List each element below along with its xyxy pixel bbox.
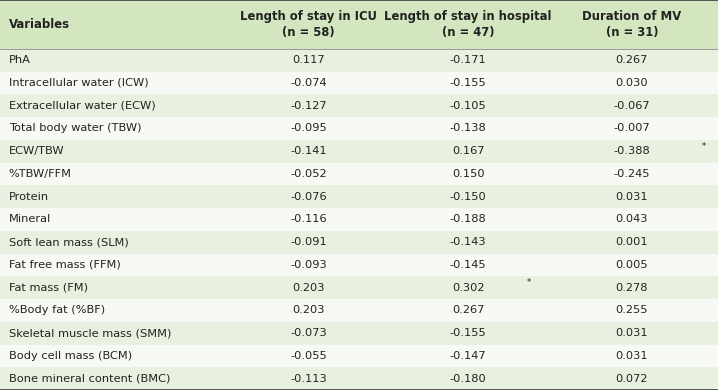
Text: -0.116: -0.116: [290, 215, 327, 224]
Text: Skeletal muscle mass (SMM): Skeletal muscle mass (SMM): [9, 328, 171, 338]
Bar: [0, 49, 718, 71]
Text: Total body water (TBW): Total body water (TBW): [9, 123, 141, 133]
Text: *: *: [527, 278, 531, 287]
Text: Variables: Variables: [9, 18, 70, 31]
Text: -0.076: -0.076: [290, 191, 327, 202]
Text: -0.138: -0.138: [449, 123, 487, 133]
Bar: [0, 322, 718, 344]
Text: Duration of MV
(n = 31): Duration of MV (n = 31): [582, 10, 681, 39]
Text: 0.203: 0.203: [292, 283, 325, 292]
Bar: [0, 254, 718, 276]
Text: Fat mass (FM): Fat mass (FM): [9, 283, 88, 292]
Bar: [0, 94, 718, 117]
Text: 0.030: 0.030: [615, 78, 648, 88]
Bar: [0, 117, 718, 140]
Bar: [0, 140, 718, 163]
Text: Length of stay in ICU
(n = 58): Length of stay in ICU (n = 58): [241, 10, 377, 39]
Text: -0.143: -0.143: [449, 237, 487, 247]
Text: Body cell mass (BCM): Body cell mass (BCM): [9, 351, 131, 361]
Text: Intracellular water (ICW): Intracellular water (ICW): [9, 78, 148, 88]
Bar: [0, 0, 718, 49]
Text: %TBW/FFM: %TBW/FFM: [9, 169, 72, 179]
Text: 0.255: 0.255: [615, 305, 648, 316]
Bar: [0, 208, 718, 231]
Text: Mineral: Mineral: [9, 215, 51, 224]
Bar: [0, 299, 718, 322]
Text: -0.095: -0.095: [290, 123, 327, 133]
Text: Extracellular water (ECW): Extracellular water (ECW): [9, 101, 155, 111]
Text: 0.267: 0.267: [615, 55, 648, 65]
Text: -0.188: -0.188: [449, 215, 487, 224]
Text: -0.055: -0.055: [290, 351, 327, 361]
Text: -0.388: -0.388: [613, 146, 651, 156]
Text: 0.267: 0.267: [452, 305, 485, 316]
Text: -0.067: -0.067: [613, 101, 651, 111]
Bar: [0, 71, 718, 94]
Bar: [0, 344, 718, 367]
Text: ECW/TBW: ECW/TBW: [9, 146, 64, 156]
Text: Length of stay in hospital
(n = 47): Length of stay in hospital (n = 47): [384, 10, 552, 39]
Text: Bone mineral content (BMC): Bone mineral content (BMC): [9, 374, 170, 384]
Text: 0.203: 0.203: [292, 305, 325, 316]
Text: -0.127: -0.127: [290, 101, 327, 111]
Text: -0.141: -0.141: [290, 146, 327, 156]
Text: -0.245: -0.245: [614, 169, 650, 179]
Text: -0.155: -0.155: [449, 78, 487, 88]
Text: 0.150: 0.150: [452, 169, 485, 179]
Bar: [0, 185, 718, 208]
Text: 0.302: 0.302: [452, 283, 485, 292]
Text: 0.167: 0.167: [452, 146, 485, 156]
Text: 0.278: 0.278: [615, 283, 648, 292]
Text: -0.171: -0.171: [449, 55, 487, 65]
Text: -0.052: -0.052: [290, 169, 327, 179]
Text: -0.150: -0.150: [449, 191, 487, 202]
Text: -0.145: -0.145: [449, 260, 487, 270]
Text: 0.001: 0.001: [615, 237, 648, 247]
Text: 0.005: 0.005: [615, 260, 648, 270]
Text: 0.117: 0.117: [292, 55, 325, 65]
Text: 0.072: 0.072: [615, 374, 648, 384]
Text: 0.031: 0.031: [615, 328, 648, 338]
Text: PhA: PhA: [9, 55, 30, 65]
Text: -0.105: -0.105: [449, 101, 487, 111]
Text: -0.073: -0.073: [290, 328, 327, 338]
Text: -0.091: -0.091: [290, 237, 327, 247]
Bar: [0, 163, 718, 185]
Text: *: *: [701, 142, 706, 151]
Text: -0.147: -0.147: [449, 351, 487, 361]
Bar: [0, 367, 718, 390]
Text: -0.180: -0.180: [449, 374, 487, 384]
Text: -0.113: -0.113: [290, 374, 327, 384]
Text: %Body fat (%BF): %Body fat (%BF): [9, 305, 105, 316]
Bar: [0, 276, 718, 299]
Text: Soft lean mass (SLM): Soft lean mass (SLM): [9, 237, 129, 247]
Text: Protein: Protein: [9, 191, 49, 202]
Text: -0.093: -0.093: [290, 260, 327, 270]
Text: -0.074: -0.074: [290, 78, 327, 88]
Text: 0.043: 0.043: [615, 215, 648, 224]
Text: Fat free mass (FFM): Fat free mass (FFM): [9, 260, 121, 270]
Text: -0.155: -0.155: [449, 328, 487, 338]
Text: 0.031: 0.031: [615, 191, 648, 202]
Bar: [0, 231, 718, 254]
Text: -0.007: -0.007: [613, 123, 651, 133]
Text: 0.031: 0.031: [615, 351, 648, 361]
